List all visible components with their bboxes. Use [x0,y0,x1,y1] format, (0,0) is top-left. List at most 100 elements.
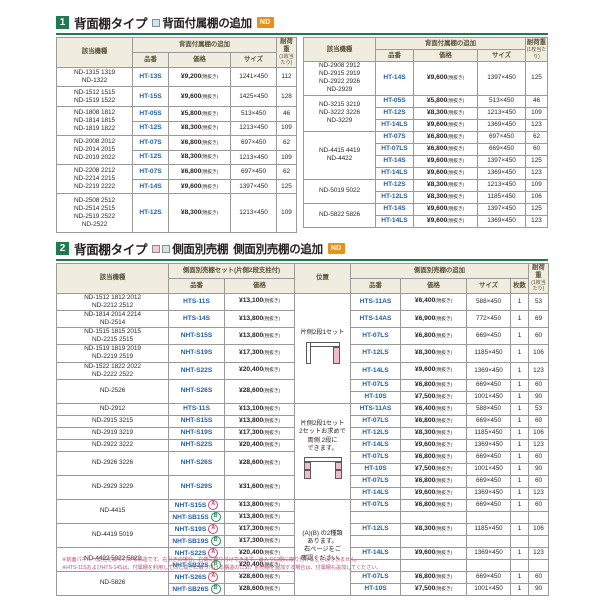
swatch-pink-icon [152,244,161,253]
cell-add-price: ¥9,600(税抜き) [400,361,467,380]
table-row: ND-3215 3219 ND-3222 3226 ND-3229 HT-05S ¥5,… [303,94,548,132]
cell-add-load: 106 [528,522,549,536]
section-2-title: 背面棚タイプ [74,243,148,257]
cell-add-sheets: 1 [510,402,529,416]
th-group: 背面付属棚の追加 [132,37,277,53]
cell-add-sheets: 1 [510,522,529,536]
table-row: ND-2915 3215 NHT-S15S ¥13,800(税抜き) HT-07LS ¥… [56,414,549,428]
cell-add-size: 1185×450 [466,522,511,536]
cell-model: ND-2526 [56,378,169,404]
cell-add-sheets: 1 [510,426,529,440]
th-add-size: サイズ [466,277,511,294]
table-row: ND-1519 1819 2019 ND-2219 2519 NHT-S19S ¥17… [56,344,549,363]
cell-code: HT-05S [375,94,414,108]
cell-set-code: NHT-S19S A [168,522,225,536]
cell-add-sheets: 1 [510,498,529,512]
cell-model: ND-1522 1822 2022 ND-2222 2522 [56,361,169,380]
cell-load: 109 [525,178,548,192]
shelf-diagram-single [300,340,346,366]
cell-add-sheets: 1 [510,582,529,596]
section-1-subtitle-text: 背面付属棚の追加 [162,17,252,30]
cell-add-code: HT-07LS [350,498,401,512]
cell-add-size: 669×450 [466,570,511,584]
cell-code: HT-12S [132,120,169,137]
table-row: ND-5826 NHT-S26S A ¥28,600(税抜き) HT-07LS ¥6,80… [56,570,549,596]
cell-add-load: 60 [528,474,549,488]
cell-code: HT-13S [132,66,169,88]
cell-code: HT-07LS [375,142,414,156]
th-load-text: 耐荷重 [526,39,547,47]
cell-add-sheets: 1 [510,462,529,476]
cell-code: HT-14S [375,61,414,96]
th-load: 耐荷重 (1枚当たり) [525,37,548,62]
cell-add-code: HT-07LS [350,474,401,488]
cell-add-load [528,534,549,548]
cell-model: ND-2912 [56,402,169,416]
cell-add-sheets: 1 [510,450,529,464]
cell-price: ¥9,600(税抜き) [413,202,478,216]
position-note: (A)(B) の2種類 あります。 右ページをご 確認ください。 [300,529,345,562]
cell-set-code: NHT-S22S [168,361,225,380]
cell-add-price: ¥6,800(税抜き) [400,450,467,464]
cell-model: ND-4415 [56,498,169,524]
cell-add-code: HT-07LS [350,378,401,392]
th-model: 該当機種 [56,37,133,68]
cell-add-sheets [510,510,529,524]
cell-add-load: 106 [528,344,549,363]
cell-model: ND-2929 3229 [56,474,169,500]
mark-a-icon: A [208,548,219,559]
cell-load: 62 [276,164,297,180]
cell-add-load: 60 [528,498,549,512]
th-price: 価格 [168,51,231,68]
cell-position: 片側2段1セット [294,292,351,404]
cell-size: 1213×450 [477,106,526,120]
cell-set-price: ¥17,300(税抜き) [224,426,295,440]
th-load-text: 耐荷重 [532,264,545,279]
cell-set-code: NHT-S15S A [168,498,225,512]
cell-price: ¥9,600(税抜き) [413,214,478,228]
cell-code: HT-12S [132,149,169,166]
cell-code: HT-14S [132,178,169,195]
nd-badge: ND [327,243,345,254]
th-price: 価格 [413,49,478,62]
cell-set-price: ¥13,800(税抜き) [224,326,295,346]
table-row: HT-14S ¥9,600(税抜き) 1397×450 125 [57,178,297,195]
cell-add-size: 1001×450 [466,462,511,476]
cell-set-code: NHT-SB26S B [168,582,225,596]
cell-add-code: HTS-14AS [350,309,401,329]
cell-load: 62 [525,130,548,144]
table-row: ND-5019 5022 HT-12S ¥8,300(税抜き) 1213×450 109 [303,178,548,204]
cell-add-size: 1369×450 [466,361,511,380]
table-row: ND-2926 3226 NHT-S26S ¥28,600(税抜き) HT-07LS ¥… [56,450,549,476]
cell-load: 128 [276,86,297,108]
th-price: 価格 [224,277,295,294]
cell-add-code: HTS-11AS [350,292,401,311]
table-row: ND-1515 1815 2015 ND-2215 2515 NHT-S15S ¥13… [56,326,549,346]
cell-model: ND-1808 1812 ND-1814 1815 ND-1819 1822 [56,106,133,137]
cell-add-size: 1001×450 [466,582,511,596]
cell-add-code: HT-12LS [350,344,401,363]
cell-size: 1241×450 [230,66,277,88]
cell-code: HT-12S [375,178,414,192]
cell-load: 62 [276,135,297,151]
cell-price: ¥9,600(税抜き) [168,178,231,195]
shelf-diagram-double [300,455,346,481]
position-note: 片側2段1セット [300,329,345,337]
section-2-rule [56,259,548,261]
cell-add-code: HT-07LS [350,414,401,428]
cell-add-load [528,510,549,524]
cell-code: HT-12S [132,193,169,233]
cell-add-load: 106 [528,426,549,440]
cell-add-sheets: 1 [510,414,529,428]
cell-model: ND-1515 1815 2015 ND-2215 2515 [56,326,169,346]
position-note: 片側2段1セット 2セットお求めで 両側 2段に できます。 [299,420,346,453]
mark-a-icon: A [208,500,219,511]
cell-model: ND-1519 1819 2019 ND-2219 2519 [56,344,169,363]
cell-add-price: ¥8,300(税抜き) [400,344,467,363]
cell-size: 513×450 [230,106,277,122]
nd-badge: ND [256,17,274,28]
cell-add-size: 1185×450 [466,426,511,440]
cell-size: 1213×450 [477,178,526,192]
th-group: 背面付属棚の追加 [375,37,526,50]
cell-size: 1397×450 [230,178,277,195]
